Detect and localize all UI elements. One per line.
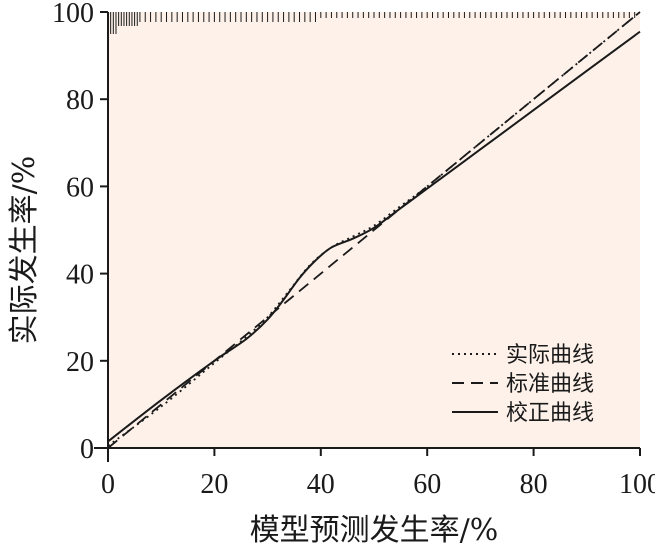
x-tick-label: 60: [413, 469, 441, 500]
rug-marks: [110, 12, 636, 34]
standard-curve: [107, 11, 641, 449]
x-tick-label: 20: [200, 469, 228, 500]
x-tick-label: 100: [619, 469, 655, 500]
legend-label: 实际曲线: [506, 343, 594, 368]
y-tick-label: 40: [66, 260, 94, 291]
y-axis-title: 实际发生率/%: [7, 156, 42, 345]
y-tick-label: 60: [66, 172, 94, 203]
y-tick-label: 80: [66, 85, 94, 116]
y-axis-ticks: 0 20 40 60 80 100: [52, 0, 108, 465]
x-axis-ticks: 0 20 40 60 80 100: [101, 448, 655, 500]
x-tick-label: 80: [520, 469, 548, 500]
legend-label: 标准曲线: [506, 372, 594, 397]
y-tick-label: 0: [80, 434, 94, 465]
x-tick-label: 40: [307, 469, 335, 500]
axes: [94, 12, 640, 462]
actual-curve: [107, 11, 641, 447]
calibration-curve: [107, 30, 641, 443]
series-layer: [107, 11, 641, 449]
x-axis-title: 模型预测发生率/%: [250, 513, 499, 548]
x-tick-label: 0: [101, 469, 115, 500]
y-tick-label: 100: [52, 0, 94, 29]
legend-label: 校正曲线: [506, 401, 594, 426]
y-tick-label: 20: [66, 347, 94, 378]
